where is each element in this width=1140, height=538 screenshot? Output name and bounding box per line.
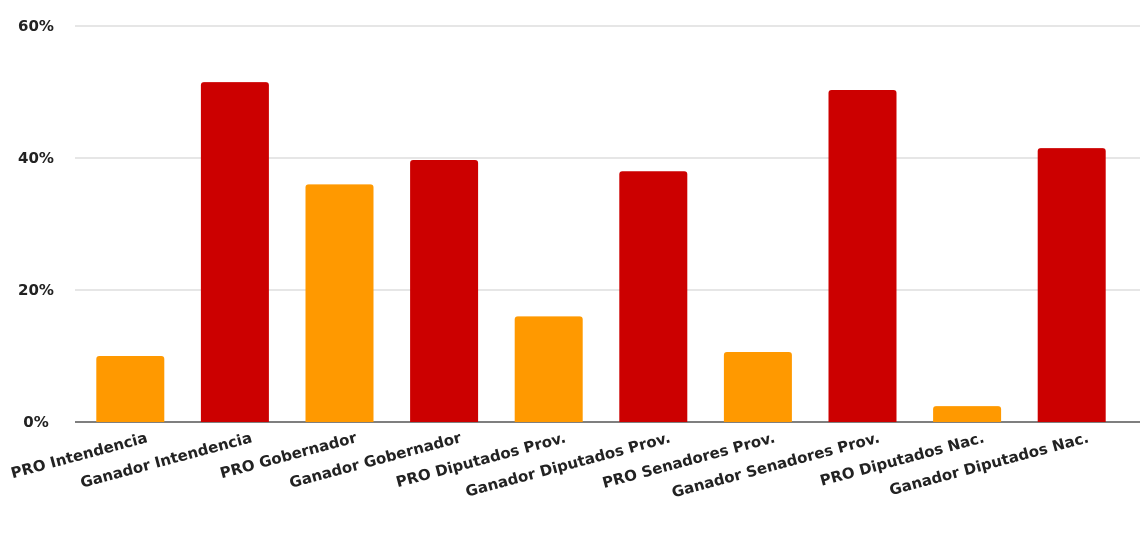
y-tick-label: 0% [23,413,48,431]
y-tick-label: 60% [18,17,54,35]
bar-8 [828,90,897,423]
bar-3 [305,184,374,422]
bar-6 [619,171,688,422]
bar-7 [723,352,792,422]
bar-9 [933,406,1002,422]
y-axis-ticks: 0% 20% 40% 60% [18,17,54,431]
bar-2 [200,82,269,422]
y-tick-label: 40% [18,149,54,167]
bar-5 [514,316,583,422]
bar-10 [1037,148,1106,422]
x-category-label: Ganador Gobernador [287,428,463,491]
y-tick-label: 20% [18,281,54,299]
x-category-label: Ganador Intendencia [78,428,254,491]
bars [96,82,1106,423]
bar-4 [410,159,479,423]
bar-1 [96,356,165,422]
